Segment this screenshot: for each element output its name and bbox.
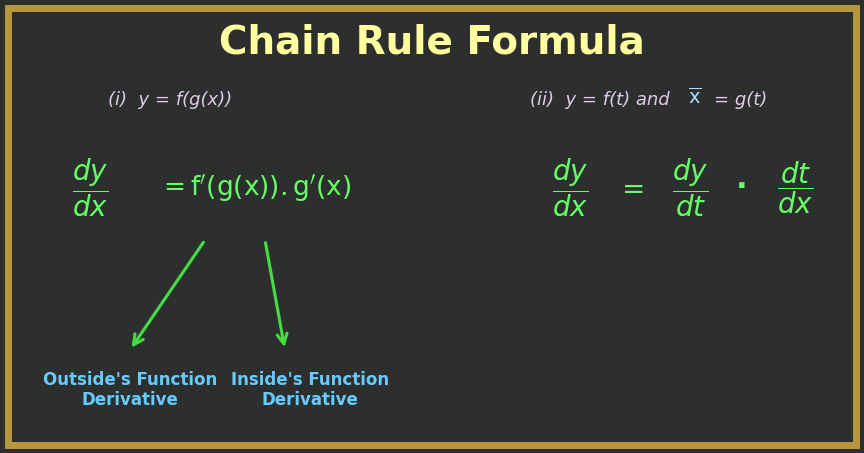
- Text: $\boldsymbol{\cdot}$: $\boldsymbol{\cdot}$: [734, 170, 746, 199]
- Text: $\dfrac{dt}{dx}$: $\dfrac{dt}{dx}$: [777, 159, 813, 217]
- Text: $\overline{\mathrm{x}}$: $\overline{\mathrm{x}}$: [689, 87, 702, 107]
- Text: $\dfrac{dy}{dx}$: $\dfrac{dy}{dx}$: [552, 157, 588, 219]
- Text: $\dfrac{dy}{dt}$: $\dfrac{dy}{dt}$: [672, 157, 708, 219]
- Text: Outside's Function
Derivative: Outside's Function Derivative: [43, 371, 217, 410]
- Text: $\dfrac{dy}{dx}$: $\dfrac{dy}{dx}$: [72, 157, 108, 219]
- Text: Chain Rule Formula: Chain Rule Formula: [219, 23, 645, 61]
- Text: (ii)  y = f(t) and: (ii) y = f(t) and: [530, 91, 676, 109]
- Text: $=$: $=$: [616, 174, 644, 202]
- Text: Inside's Function
Derivative: Inside's Function Derivative: [231, 371, 389, 410]
- Text: $= \mathsf{f'(g(x)).g'(x)}$: $= \mathsf{f'(g(x)).g'(x)}$: [158, 172, 352, 204]
- Text: (i)  y = f(g(x)): (i) y = f(g(x)): [108, 91, 232, 109]
- Text: = g(t): = g(t): [714, 91, 767, 109]
